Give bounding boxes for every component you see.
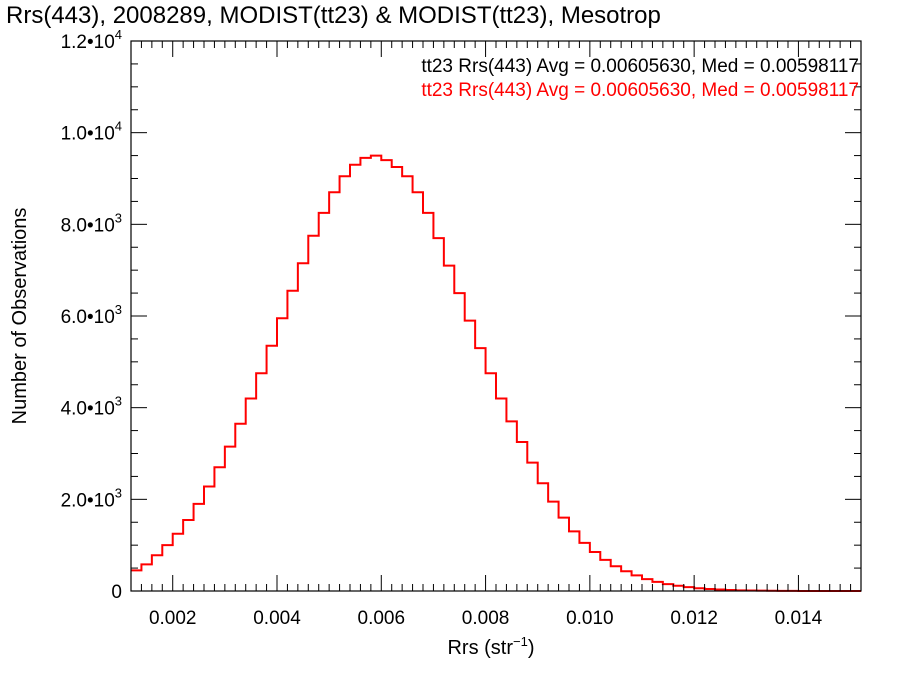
y-tick-exponent: 4 (115, 119, 122, 134)
plot-frame (130, 40, 862, 592)
y-tick-mantissa: 8.0•10 (61, 215, 115, 236)
y-tick-label: 6.0•103 (61, 302, 122, 328)
y-tick-mantissa: 6.0•10 (61, 307, 115, 328)
x-tick-label: 0.004 (253, 608, 301, 629)
y-tick-exponent: 3 (115, 302, 122, 317)
x-tick-label: 0.002 (149, 608, 197, 629)
x-axis-label: Rrs (str−1) (447, 634, 534, 659)
x-axis-label-exponent: −1 (513, 634, 528, 649)
tick-labels-layer: 0.002 0.004 0.006 0.008 0.010 0.012 0.014 0 2.0•… (61, 27, 823, 629)
x-axis-label-text: Rrs (str (447, 637, 513, 659)
y-axis-label: Number of Observations (9, 208, 31, 425)
y-tick-label: 2.0•103 (61, 485, 122, 511)
ticks-layer (130, 40, 862, 592)
y-tick-exponent: 4 (115, 27, 122, 42)
y-tick-exponent: 3 (115, 485, 122, 500)
y-tick-label: 1.2•104 (61, 27, 122, 53)
y-tick-mantissa: 1.0•10 (61, 124, 115, 145)
legend-entry: tt23 Rrs(443) Avg = 0.00605630, Med = 0.… (421, 80, 859, 101)
y-tick-label: 4.0•103 (61, 394, 122, 420)
y-tick-mantissa: 4.0•10 (61, 399, 115, 420)
chart-title: Rrs(443), 2008289, MODIST(tt23) & MODIST… (6, 2, 661, 29)
x-tick-label: 0.006 (358, 608, 406, 629)
y-tick-mantissa: 1.2•10 (61, 32, 115, 53)
x-tick-label: 0.008 (462, 608, 510, 629)
histogram-step-line (131, 154, 861, 592)
y-tick-exponent: 3 (115, 210, 122, 225)
y-tick-label: 0 (111, 582, 122, 603)
legend: tt23 Rrs(443) Avg = 0.00605630, Med = 0.… (421, 56, 859, 101)
y-tick-label: 8.0•103 (61, 210, 122, 236)
y-tick-label: 1.0•104 (61, 119, 122, 145)
x-axis-label-close: ) (528, 637, 535, 659)
legend-entry: tt23 Rrs(443) Avg = 0.00605630, Med = 0.… (421, 56, 859, 77)
y-tick-mantissa: 2.0•10 (61, 490, 115, 511)
y-tick-mantissa: 0 (111, 582, 122, 603)
x-tick-label: 0.010 (566, 608, 614, 629)
y-tick-exponent: 3 (115, 394, 122, 409)
series-layer (131, 154, 861, 592)
x-tick-label: 0.014 (775, 608, 823, 629)
x-tick-label: 0.012 (670, 608, 718, 629)
